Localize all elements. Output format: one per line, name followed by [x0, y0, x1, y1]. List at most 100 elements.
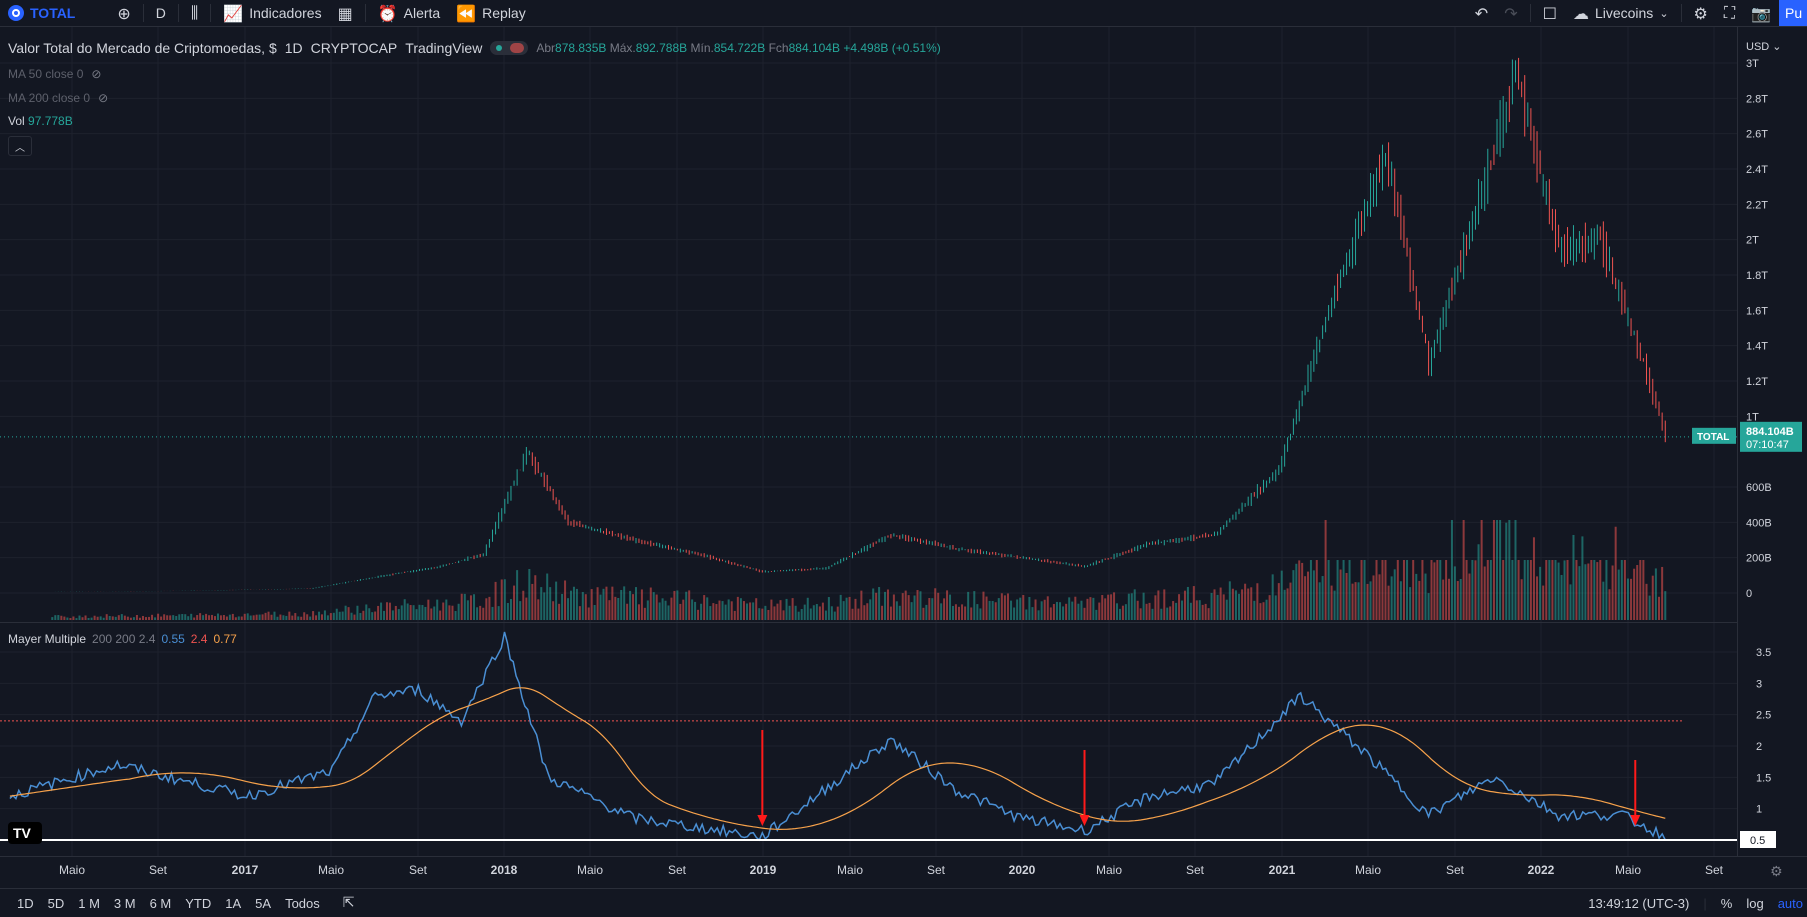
range-button[interactable]: 1 M [78, 895, 100, 911]
volume-bar [424, 606, 427, 620]
volume-bar [297, 616, 300, 620]
price-tick: 400B [1746, 517, 1772, 529]
eye-hidden-icon[interactable]: ⊘ [98, 91, 109, 105]
eye-hidden-icon[interactable]: ⊘ [91, 67, 102, 81]
pane-separator[interactable] [0, 622, 1738, 623]
range-button[interactable]: 5D [47, 895, 65, 911]
volume-bar [1390, 576, 1393, 620]
volume-legend[interactable]: Vol 97.778B [8, 114, 73, 128]
time-tick: Maio [1615, 863, 1641, 877]
divider [364, 4, 366, 22]
volume-bar [673, 590, 676, 620]
auto-toggle[interactable]: auto [1777, 895, 1803, 911]
interval-button[interactable]: D [148, 0, 174, 26]
settings-button[interactable]: ⚙ [1686, 0, 1716, 26]
symbol-search[interactable]: TOTAL [0, 0, 83, 26]
volume-bar [620, 589, 623, 620]
volume-bar [237, 616, 240, 620]
candles [54, 57, 1666, 592]
collapse-legend-button[interactable]: ︿ [8, 136, 32, 156]
currency-label[interactable]: USD ⌄ [1746, 41, 1782, 53]
redo-button[interactable]: ↷ [1496, 0, 1525, 26]
volume-bar [1175, 602, 1178, 620]
volume-bar [442, 602, 445, 620]
time-axis-border [0, 856, 1807, 857]
layout-name: Livecoins [1594, 5, 1654, 21]
volume-bar [1040, 601, 1043, 620]
chart-type-button[interactable]: ⫼ [183, 0, 206, 26]
volume-bar [724, 604, 727, 620]
range-button[interactable]: Todos [285, 895, 320, 911]
volume-bar [1554, 560, 1557, 620]
volume-bar [919, 591, 922, 620]
volume-bar [60, 615, 63, 620]
volume-bar [476, 607, 479, 620]
range-button[interactable]: 5A [255, 895, 272, 911]
date-range-icon[interactable]: ⇱ [342, 895, 355, 911]
volume-bar [884, 591, 887, 620]
mayer-tick: 2.5 [1756, 710, 1771, 722]
divider [210, 4, 212, 22]
ma200-indicator[interactable]: MA 200 close 0 ⊘ [8, 91, 108, 105]
ma50-indicator[interactable]: MA 50 close 0 ⊘ [8, 67, 101, 81]
volume-bar [1034, 599, 1037, 620]
volume-bar [1399, 581, 1402, 620]
volume-bar [845, 597, 848, 620]
volume-bar [1031, 607, 1034, 620]
price-tick: 600B [1746, 482, 1772, 494]
volume-bar [1219, 587, 1222, 620]
templates-button[interactable]: ▦ [330, 0, 361, 26]
range-button[interactable]: 3 M [113, 895, 136, 911]
undo-button[interactable]: ↶ [1467, 0, 1496, 26]
snapshot-button[interactable]: 📷 [1743, 0, 1779, 26]
legend-interval: 1D [284, 40, 303, 56]
volume-bar [1006, 593, 1009, 620]
volume-bar [1642, 560, 1645, 620]
clock[interactable]: 13:49:12 (UTC-3) [1588, 895, 1690, 911]
log-toggle[interactable]: log [1746, 895, 1764, 911]
price-tick: 2.8T [1746, 93, 1768, 105]
candles-icon: ⫼ [190, 3, 199, 22]
range-button[interactable]: 6 M [149, 895, 172, 911]
volume-bar [1342, 560, 1345, 620]
market-status-toggle[interactable] [490, 41, 529, 55]
volume-bar [1139, 608, 1142, 620]
replay-button[interactable]: ⏪ Replay [448, 0, 534, 26]
volume-bar [151, 614, 154, 620]
volume-bar [1557, 562, 1560, 620]
layout-button[interactable]: ☐ [1535, 0, 1565, 26]
volume-bar [1178, 594, 1181, 620]
volume-bar [649, 587, 652, 620]
fullscreen-button[interactable]: ⛶ [1716, 0, 1743, 26]
price-tick: 1T [1746, 411, 1759, 423]
indicators-button[interactable]: 📈 Indicadores [215, 0, 329, 26]
volume-bar [697, 609, 700, 620]
volume-bar [721, 601, 724, 620]
volume-bar [1309, 560, 1312, 620]
save-layout-button[interactable]: ☁ Livecoins ⌄ [1565, 0, 1677, 26]
volume-bar [1283, 589, 1286, 620]
volume-bar [1427, 593, 1430, 620]
last-price-label: 884.104B [1746, 426, 1794, 438]
volume-bar [1148, 602, 1151, 620]
volume-bar [1409, 587, 1412, 620]
volume-bar [1661, 566, 1664, 620]
volume-bar [400, 605, 403, 620]
volume-bar [1578, 566, 1581, 620]
tradingview-logo-icon[interactable] [8, 822, 42, 844]
range-button[interactable]: 1D [17, 895, 34, 911]
volume-bar [821, 602, 824, 620]
volume-bar [148, 616, 151, 620]
volume-bar [629, 590, 632, 620]
range-button[interactable]: 1A [225, 895, 242, 911]
percent-toggle[interactable]: % [1720, 895, 1733, 911]
mayer-legend[interactable]: Mayer Multiple 200 200 2.4 0.55 2.4 0.77 [8, 632, 237, 646]
publish-button[interactable]: Pu [1779, 0, 1807, 26]
range-button[interactable]: YTD [185, 895, 212, 911]
alert-button[interactable]: ⏰ Alerta [370, 0, 449, 26]
axis-settings-icon[interactable]: ⚙ [1770, 864, 1783, 880]
volume-bar [111, 616, 114, 620]
add-symbol-button[interactable]: ⊕ [109, 0, 138, 26]
volume-bar [611, 586, 614, 620]
